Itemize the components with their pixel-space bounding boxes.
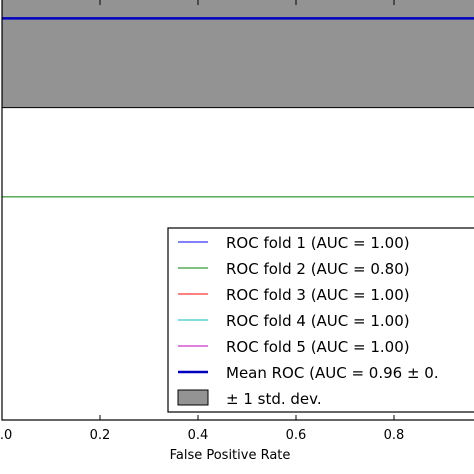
x-axis: 0.0 0.2 0.4 0.6 0.8 — [0, 0, 474, 443]
legend-label: ROC fold 2 (AUC = 0.80) — [226, 260, 410, 278]
std-dev-band — [1, 0, 474, 109]
legend-box — [167, 227, 474, 413]
legend-label: Mean ROC (AUC = 0.96 ± 0. — [226, 364, 439, 382]
plot-area — [1, 0, 474, 198]
x-tick-label: 0.0 — [0, 428, 12, 443]
x-axis-label: False Positive Rate — [170, 448, 291, 463]
x-tick-label: 0.4 — [188, 428, 209, 443]
legend-label-band: ± 1 std. dev. — [226, 390, 322, 408]
legend-swatch-band — [177, 389, 209, 406]
legend-label: ROC fold 1 (AUC = 1.00) — [226, 234, 410, 252]
axes-frame — [1, 0, 474, 421]
legend: ROC fold 1 (AUC = 1.00) ROC fold 2 (AUC =… — [167, 227, 474, 413]
legend-label: ROC fold 4 (AUC = 1.00) — [226, 312, 410, 330]
x-tick-label: 0.2 — [90, 428, 111, 443]
x-tick-label: 0.6 — [286, 428, 307, 443]
legend-label: ROC fold 3 (AUC = 1.00) — [226, 286, 410, 304]
legend-label: ROC fold 5 (AUC = 1.00) — [226, 338, 410, 356]
x-tick-label: 0.8 — [384, 428, 405, 443]
